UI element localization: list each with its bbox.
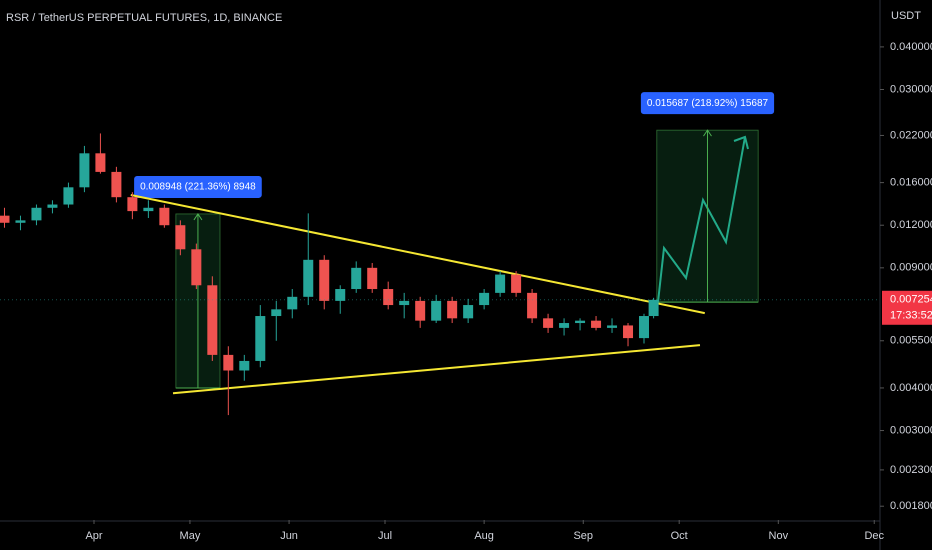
candle-body [463, 305, 474, 319]
y-tick-label: 0.005500 [890, 335, 932, 347]
candle-body [527, 292, 538, 319]
x-tick-label: Jul [378, 530, 392, 542]
y-tick-label: 0.004000 [890, 382, 932, 394]
y-tick-label: 0.016000 [890, 177, 932, 189]
candle-body [127, 197, 138, 212]
candle-body [223, 354, 234, 371]
candle-body [495, 274, 506, 293]
candle-body [287, 296, 298, 310]
candle-body [648, 299, 659, 317]
candle-body [47, 204, 58, 208]
candle-body [111, 171, 122, 198]
candle-body [383, 289, 394, 306]
candle-body [0, 215, 10, 223]
candle-body [239, 360, 250, 371]
candle-body [511, 274, 522, 293]
candle-body [63, 187, 74, 205]
y-tick-label: 0.030000 [890, 83, 932, 95]
x-tick-label: Dec [864, 530, 884, 542]
position-measure-arrow [193, 213, 203, 221]
position-label-box [640, 92, 775, 115]
x-tick-label: Aug [474, 530, 494, 542]
candle-body [303, 259, 314, 297]
candle-body [559, 323, 570, 328]
x-tick-label: Apr [85, 530, 102, 542]
countdown-label: 17:33:52 [890, 310, 932, 322]
x-tick-label: Sep [573, 530, 593, 542]
candle-body [207, 285, 218, 355]
trend-line [130, 193, 705, 315]
candle-body [271, 309, 282, 317]
candle-body [575, 320, 586, 324]
last-price-box [882, 290, 932, 325]
projection-arrowhead [733, 135, 749, 150]
position-label: 0.008948 (221.36%) 8948 [140, 182, 256, 193]
y-tick-label: 0.012000 [890, 219, 932, 231]
projection-path [657, 136, 746, 303]
candle-body [399, 300, 410, 306]
candle-body [415, 300, 426, 321]
position-measure-arrow [703, 129, 712, 137]
candle-body [319, 259, 330, 301]
y-tick-label: 0.003000 [890, 424, 932, 436]
candle-body [15, 220, 26, 223]
candle-body [367, 267, 378, 290]
candle-body [191, 249, 202, 286]
candle-body [623, 325, 634, 339]
candle-body [607, 325, 618, 328]
x-tick-label: Oct [671, 530, 688, 542]
x-tick-label: Jun [280, 530, 298, 542]
candle-body [543, 318, 554, 328]
candle-body [143, 207, 154, 212]
candle-body [479, 292, 490, 306]
candle-body [79, 153, 90, 188]
candle-body [447, 300, 458, 319]
candle-body [351, 267, 362, 290]
y-tick-label: 0.022000 [890, 129, 932, 141]
currency-label: USDT [891, 10, 921, 22]
candle-body [335, 289, 346, 301]
last-price-label: 0.007254 [890, 294, 932, 306]
chart-title: RSR / TetherUS PERPETUAL FUTURES, 1D, BI… [6, 12, 282, 24]
candle-body [31, 207, 42, 221]
candle-body [255, 316, 266, 361]
candle-body [175, 225, 186, 250]
candle-body [95, 153, 106, 172]
candle-body [591, 320, 602, 328]
y-tick-label: 0.001800 [890, 500, 932, 512]
candle-body [431, 300, 442, 321]
y-tick-label: 0.002300 [890, 464, 932, 476]
x-tick-label: Nov [769, 530, 789, 542]
candle-body [639, 316, 650, 339]
candle-body [159, 207, 170, 226]
position-label: 0.015687 (218.92%) 15687 [647, 98, 769, 109]
y-tick-label: 0.009000 [890, 262, 932, 274]
x-tick-label: May [180, 530, 201, 542]
y-tick-label: 0.040000 [890, 41, 932, 53]
trend-line [172, 344, 701, 395]
position-label-box [134, 175, 262, 198]
